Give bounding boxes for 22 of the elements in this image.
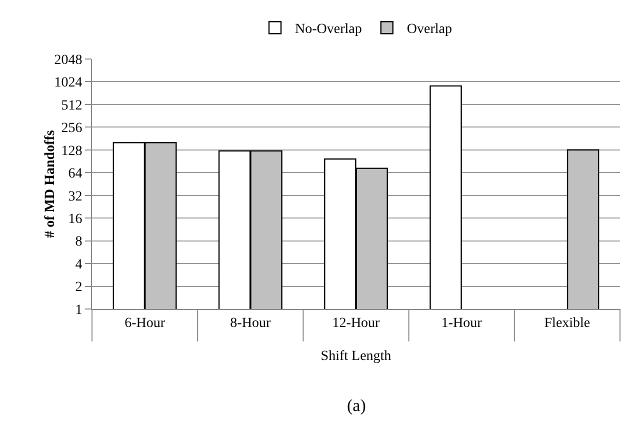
x-tick-label: 6-Hour	[124, 316, 166, 331]
x-tick-label: 12-Hour	[332, 316, 380, 331]
x-tick-label: 1-Hour	[441, 316, 482, 331]
y-tick-label: 1024	[54, 76, 82, 91]
text: (a)	[347, 396, 366, 415]
x-tick-label: 8-Hour	[230, 316, 271, 331]
y-tick-label: 512	[61, 98, 82, 114]
y-tick-label: 16	[68, 212, 82, 227]
x-axis-title: Shift Length	[320, 349, 392, 364]
y-tick-label: 32	[68, 189, 82, 204]
y-axis-title: # of MD Handoffs	[43, 130, 58, 238]
y-tick-label: 64	[68, 166, 82, 182]
x-tick-label: Flexible	[544, 316, 590, 331]
y-tick-label: 128	[61, 144, 82, 159]
y-tick-label: 8	[75, 234, 82, 250]
legend-label: No-Overlap	[295, 22, 362, 38]
y-tick-label: 2	[75, 280, 82, 296]
y-tick-label: 256	[61, 121, 82, 136]
legend-label: Overlap	[406, 22, 452, 38]
y-tick-label: 4	[75, 257, 82, 272]
y-tick-label: 2048	[54, 52, 82, 68]
y-tick-label: 1	[75, 302, 82, 318]
